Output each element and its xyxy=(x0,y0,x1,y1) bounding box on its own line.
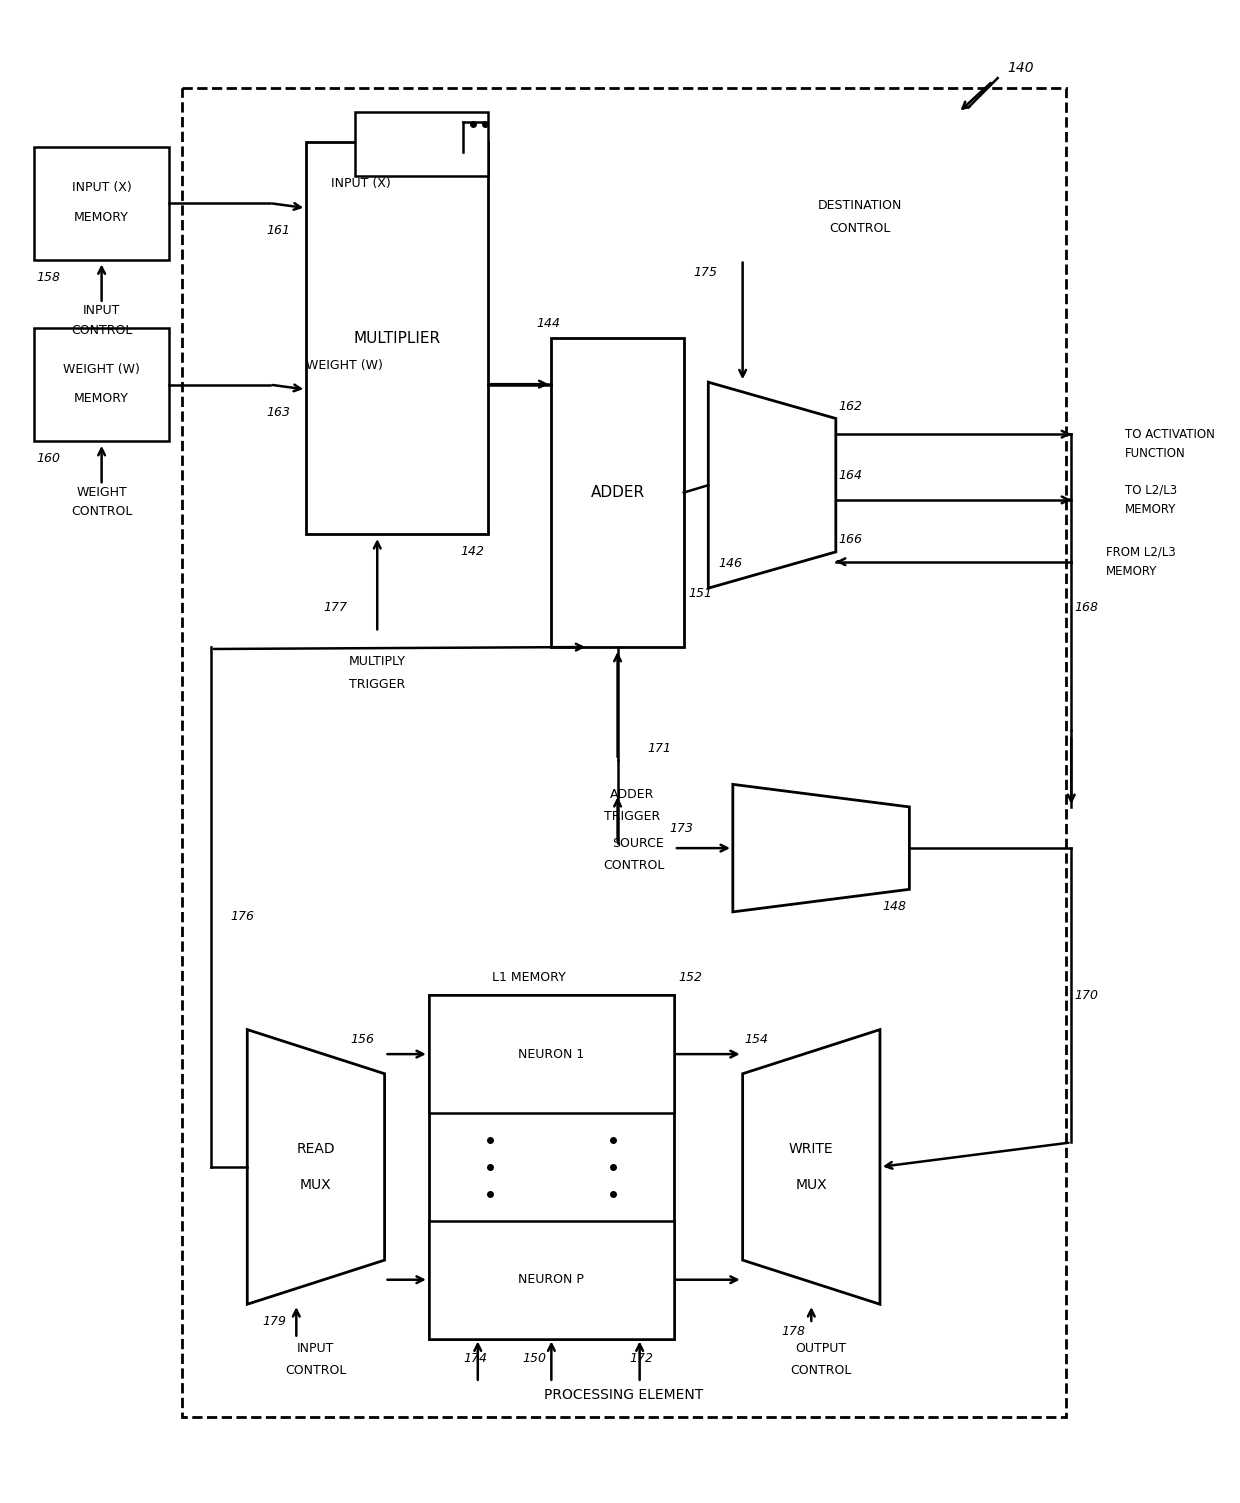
Text: 144: 144 xyxy=(537,317,560,329)
Text: MEMORY: MEMORY xyxy=(1125,504,1177,516)
Text: INPUT (X): INPUT (X) xyxy=(331,177,391,189)
Bar xyxy=(429,995,675,1339)
Text: WEIGHT: WEIGHT xyxy=(76,485,126,499)
Text: 148: 148 xyxy=(882,900,906,914)
Bar xyxy=(552,338,683,646)
Text: NEURON 1: NEURON 1 xyxy=(518,1048,584,1061)
Text: 161: 161 xyxy=(267,224,291,237)
Text: TRIGGER: TRIGGER xyxy=(350,678,405,691)
Text: WEIGHT (W): WEIGHT (W) xyxy=(306,359,383,371)
Text: PROCESSING ELEMENT: PROCESSING ELEMENT xyxy=(544,1389,703,1402)
Text: MEMORY: MEMORY xyxy=(1106,565,1157,579)
Text: L1 MEMORY: L1 MEMORY xyxy=(492,971,567,984)
Bar xyxy=(306,141,487,534)
Bar xyxy=(429,995,675,1112)
Polygon shape xyxy=(247,1030,384,1305)
Polygon shape xyxy=(708,382,836,588)
Text: 162: 162 xyxy=(838,400,863,413)
Text: 175: 175 xyxy=(693,266,718,280)
Text: INPUT: INPUT xyxy=(83,304,120,317)
Text: 160: 160 xyxy=(36,452,61,466)
Text: CONTROL: CONTROL xyxy=(603,860,665,872)
Text: MEMORY: MEMORY xyxy=(74,392,129,406)
Text: 140: 140 xyxy=(1007,62,1034,75)
Text: 163: 163 xyxy=(267,406,291,419)
Text: 158: 158 xyxy=(36,271,61,284)
Text: SOURCE: SOURCE xyxy=(613,837,665,849)
Text: 151: 151 xyxy=(688,586,713,600)
Text: 172: 172 xyxy=(630,1351,653,1365)
Text: FUNCTION: FUNCTION xyxy=(1125,448,1185,460)
Bar xyxy=(429,1220,675,1339)
Text: 176: 176 xyxy=(231,911,254,923)
Text: CONTROL: CONTROL xyxy=(71,505,133,519)
Text: INPUT (X): INPUT (X) xyxy=(72,182,131,194)
Text: 170: 170 xyxy=(1074,989,1099,1003)
Text: ADDER: ADDER xyxy=(610,788,655,801)
Text: 173: 173 xyxy=(670,822,693,836)
Text: MUX: MUX xyxy=(796,1177,827,1192)
Text: MEMORY: MEMORY xyxy=(74,210,129,224)
Text: CONTROL: CONTROL xyxy=(285,1365,347,1377)
Text: MUX: MUX xyxy=(300,1177,332,1192)
Text: 171: 171 xyxy=(647,741,671,755)
Text: WEIGHT (W): WEIGHT (W) xyxy=(63,362,140,376)
Text: WRITE: WRITE xyxy=(789,1142,833,1156)
Text: 156: 156 xyxy=(350,1033,374,1046)
Text: READ: READ xyxy=(296,1142,335,1156)
Text: 150: 150 xyxy=(522,1351,546,1365)
Text: 168: 168 xyxy=(1074,601,1099,615)
Text: FROM L2/L3: FROM L2/L3 xyxy=(1106,546,1176,559)
Text: INPUT: INPUT xyxy=(298,1342,335,1354)
Text: TO ACTIVATION: TO ACTIVATION xyxy=(1125,428,1215,440)
Text: MULTIPLY: MULTIPLY xyxy=(348,655,405,669)
Text: TRIGGER: TRIGGER xyxy=(604,810,661,824)
Text: 177: 177 xyxy=(324,601,347,615)
Text: 178: 178 xyxy=(782,1326,806,1338)
Text: CONTROL: CONTROL xyxy=(790,1365,852,1377)
Text: ADDER: ADDER xyxy=(590,485,645,500)
Text: 166: 166 xyxy=(838,532,863,546)
Text: 142: 142 xyxy=(460,546,484,559)
Text: NEURON P: NEURON P xyxy=(518,1273,584,1287)
Text: CONTROL: CONTROL xyxy=(830,221,892,234)
Text: TO L2/L3: TO L2/L3 xyxy=(1125,484,1177,496)
Bar xyxy=(355,113,487,176)
Text: MULTIPLIER: MULTIPLIER xyxy=(353,331,440,346)
Bar xyxy=(35,328,169,440)
Text: 152: 152 xyxy=(678,971,703,984)
Bar xyxy=(35,147,169,260)
Text: DESTINATION: DESTINATION xyxy=(818,198,903,212)
Text: OUTPUT: OUTPUT xyxy=(796,1342,847,1354)
Text: 154: 154 xyxy=(744,1033,769,1046)
Polygon shape xyxy=(743,1030,880,1305)
Text: 146: 146 xyxy=(718,558,742,570)
Text: CONTROL: CONTROL xyxy=(71,323,133,337)
Polygon shape xyxy=(733,785,909,912)
Text: 164: 164 xyxy=(838,469,863,482)
Text: 174: 174 xyxy=(463,1351,487,1365)
Bar xyxy=(181,87,1066,1417)
Text: 179: 179 xyxy=(262,1315,286,1329)
